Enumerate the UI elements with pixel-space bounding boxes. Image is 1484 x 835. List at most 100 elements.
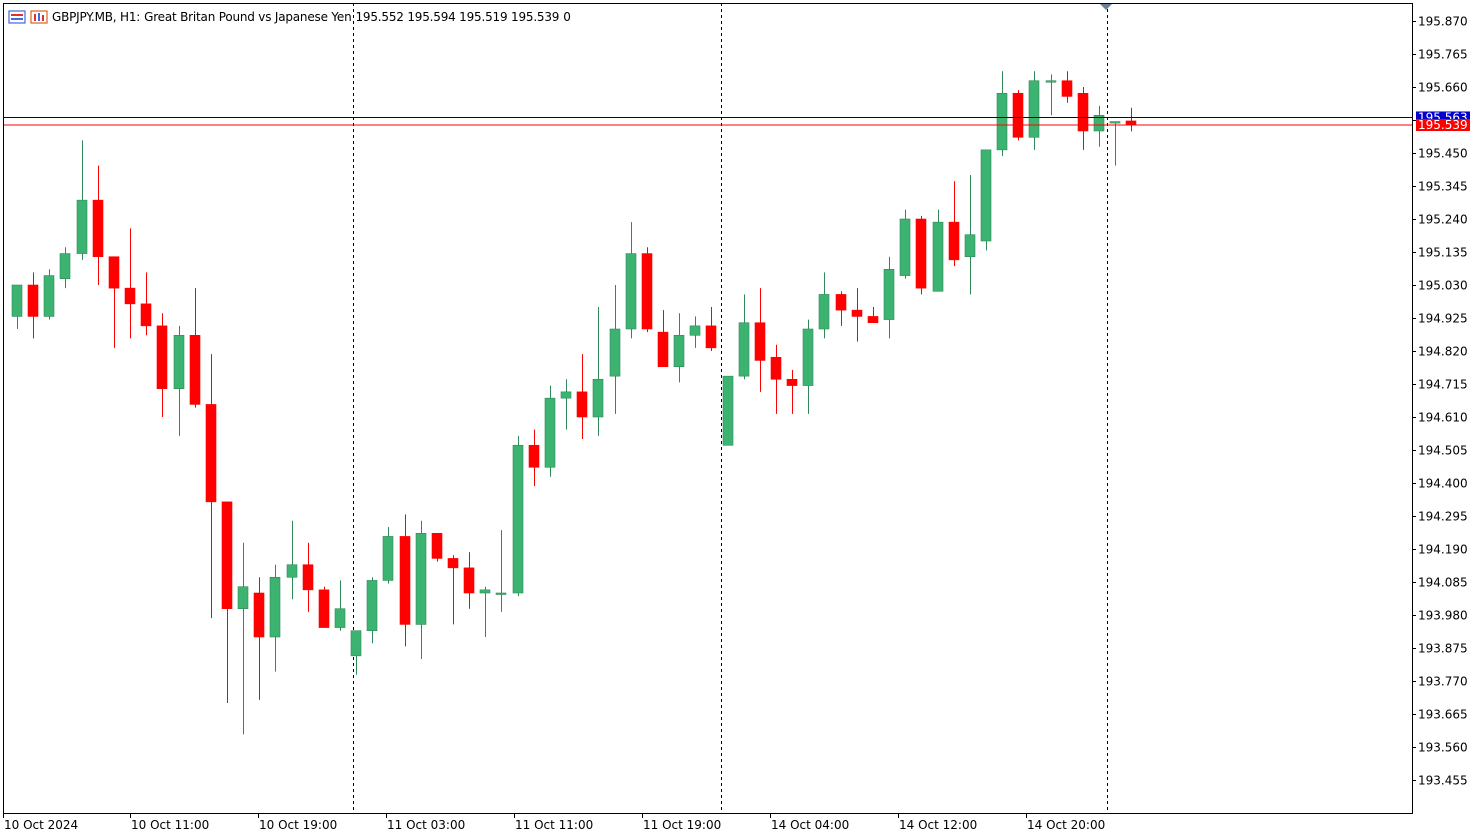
candle <box>754 288 766 392</box>
candle-body <box>560 391 572 399</box>
plot-border <box>3 3 1413 814</box>
candle-body <box>415 532 427 625</box>
candle-body <box>1061 80 1073 97</box>
time-tick-label: 11 Oct 19:00 <box>643 818 721 832</box>
candle <box>253 577 265 700</box>
price-tick-label: 194.505 <box>1418 444 1468 458</box>
candle-body <box>641 253 653 330</box>
price-tick-label: 194.400 <box>1418 477 1468 491</box>
candle-body <box>738 322 750 377</box>
price-tick-label: 195.030 <box>1418 279 1468 293</box>
candle <box>318 586 330 628</box>
candle <box>996 71 1008 157</box>
candle <box>302 542 314 612</box>
candle-body <box>592 378 604 418</box>
price-tick-label: 195.450 <box>1418 147 1468 161</box>
candle-body <box>447 558 459 569</box>
candle <box>286 520 298 600</box>
candle-body <box>189 334 201 405</box>
price-axis[interactable]: 195.870195.765195.660195.555195.450195.3… <box>1412 15 1470 788</box>
candle-body <box>996 92 1008 151</box>
candle-body <box>382 536 394 581</box>
time-axis[interactable]: 10 Oct 2024 10 Oct 11:00 10 Oct 19:00 11 Oc… <box>3 813 1106 832</box>
candle-body <box>431 532 443 559</box>
bid-price-label: 195.539 <box>1418 118 1468 132</box>
candle <box>980 149 992 251</box>
candle-body <box>399 536 411 625</box>
candle <box>431 532 443 562</box>
candle <box>124 228 136 339</box>
candle-body <box>156 325 168 390</box>
candle-body <box>770 356 782 380</box>
plot-frame <box>3 3 1413 814</box>
candle-body <box>237 586 249 610</box>
candle <box>415 520 427 659</box>
candle <box>43 269 55 320</box>
candle-body <box>1093 114 1105 132</box>
chart-window-menu-icon[interactable] <box>8 10 26 24</box>
candle-body <box>883 268 895 320</box>
price-tick-label: 194.820 <box>1418 345 1468 359</box>
candle-body <box>851 309 863 317</box>
indicators-icon[interactable] <box>30 10 48 24</box>
candle-body <box>43 275 55 317</box>
candle <box>835 291 847 326</box>
bid-price-badge <box>1416 119 1470 132</box>
price-tick-label: 194.295 <box>1418 510 1468 524</box>
candle <box>851 288 863 342</box>
candle <box>205 354 217 619</box>
candle-body <box>867 316 879 324</box>
candle <box>883 256 895 339</box>
price-tick-label: 195.660 <box>1418 81 1468 95</box>
candle-body <box>786 378 798 386</box>
candle <box>173 325 185 436</box>
candle-body <box>802 328 814 386</box>
candle-body <box>495 592 507 595</box>
time-tick-label: 14 Oct 12:00 <box>899 818 977 832</box>
candle <box>705 307 717 351</box>
price-tick-label: 195.870 <box>1418 15 1468 29</box>
candle <box>948 181 960 267</box>
candle <box>382 527 394 584</box>
candle-body <box>818 294 830 330</box>
candle <box>92 165 104 285</box>
candle <box>673 313 685 383</box>
price-tick-label: 193.770 <box>1418 675 1468 689</box>
symbol-label: GBPJPY.MB, H1: <box>52 10 141 24</box>
candle-body <box>479 589 491 594</box>
candle-body <box>544 397 556 468</box>
candle <box>770 344 782 414</box>
candle-body <box>673 334 685 368</box>
candle <box>366 577 378 644</box>
candle-body <box>124 287 136 305</box>
candle <box>915 215 927 295</box>
candle <box>1028 71 1040 150</box>
candle-body <box>92 199 104 258</box>
time-tick-label: 14 Oct 04:00 <box>771 818 849 832</box>
candle-body <box>948 221 960 261</box>
price-tick-label: 193.560 <box>1418 741 1468 755</box>
candle-body <box>286 564 298 578</box>
candle <box>269 564 281 672</box>
candle-body <box>59 253 71 280</box>
candle <box>1061 71 1073 103</box>
candle-body <box>221 501 233 610</box>
candle <box>334 580 346 631</box>
session-separators <box>353 3 1108 813</box>
candle-body <box>754 322 766 361</box>
candle <box>189 288 201 408</box>
candle-body <box>108 256 120 289</box>
candle <box>802 319 814 414</box>
candle-body <box>173 334 185 390</box>
candle <box>625 222 637 339</box>
candle <box>528 429 540 487</box>
candle <box>108 256 120 348</box>
time-tick-label: 10 Oct 11:00 <box>131 818 209 832</box>
candle <box>899 209 911 279</box>
candle-body <box>722 375 734 446</box>
candle <box>1012 90 1024 141</box>
candle-body <box>366 580 378 632</box>
candle-body <box>915 218 927 289</box>
candle-body <box>463 567 475 594</box>
